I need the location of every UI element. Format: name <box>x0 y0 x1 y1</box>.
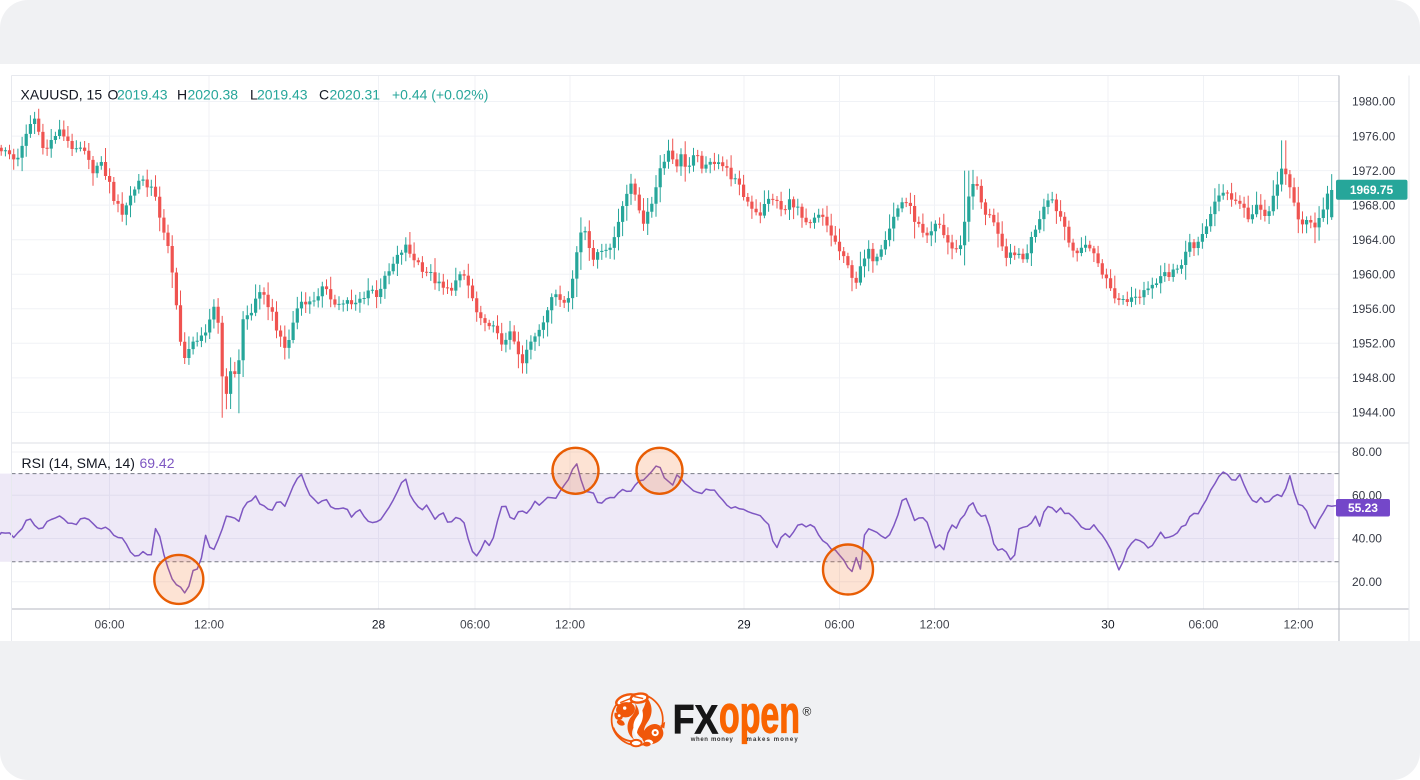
svg-text:69.42: 69.42 <box>140 454 175 470</box>
svg-text:12:00: 12:00 <box>1283 617 1313 631</box>
svg-text:XAUUSD, 15: XAUUSD, 15 <box>21 86 103 102</box>
svg-text:2020.31: 2020.31 <box>330 86 381 102</box>
svg-text:20.00: 20.00 <box>1352 574 1382 588</box>
svg-text:®: ® <box>803 705 812 719</box>
svg-text:06:00: 06:00 <box>824 617 854 631</box>
svg-text:55.23: 55.23 <box>1348 501 1378 515</box>
svg-text:06:00: 06:00 <box>95 617 125 631</box>
svg-text:L: L <box>250 86 258 102</box>
svg-text:2019.43: 2019.43 <box>117 86 168 102</box>
svg-text:29: 29 <box>737 617 751 631</box>
svg-text:40.00: 40.00 <box>1352 531 1382 545</box>
svg-text:when money: when money <box>690 737 734 743</box>
svg-text:12:00: 12:00 <box>194 617 224 631</box>
svg-text:1976.00: 1976.00 <box>1352 129 1396 143</box>
svg-text:H: H <box>177 86 187 102</box>
svg-text:1968.00: 1968.00 <box>1352 198 1396 212</box>
svg-text:open: open <box>719 686 800 745</box>
svg-text:FX: FX <box>673 697 719 743</box>
svg-text:1952.00: 1952.00 <box>1352 336 1396 350</box>
svg-text:1972.00: 1972.00 <box>1352 163 1396 177</box>
svg-text:RSI (14, SMA, 14): RSI (14, SMA, 14) <box>22 454 135 470</box>
svg-text:makes money: makes money <box>747 737 799 743</box>
svg-text:C: C <box>319 86 329 102</box>
svg-text:06:00: 06:00 <box>460 617 490 631</box>
svg-text:30: 30 <box>1101 617 1115 631</box>
svg-text:1956.00: 1956.00 <box>1352 301 1396 315</box>
svg-text:12:00: 12:00 <box>555 617 585 631</box>
svg-text:2020.38: 2020.38 <box>188 86 239 102</box>
svg-text:1969.75: 1969.75 <box>1350 183 1394 197</box>
svg-text:06:00: 06:00 <box>1188 617 1218 631</box>
svg-text:1944.00: 1944.00 <box>1352 405 1396 419</box>
svg-text:28: 28 <box>372 617 386 631</box>
svg-text:2019.43: 2019.43 <box>257 86 308 102</box>
svg-text:1964.00: 1964.00 <box>1352 232 1396 246</box>
svg-text:O: O <box>108 86 119 102</box>
svg-text:1948.00: 1948.00 <box>1352 371 1396 385</box>
svg-text:+0.44 (+0.02%): +0.44 (+0.02%) <box>392 86 488 102</box>
svg-text:12:00: 12:00 <box>919 617 949 631</box>
svg-text:1980.00: 1980.00 <box>1352 94 1396 108</box>
svg-text:80.00: 80.00 <box>1352 445 1382 459</box>
svg-text:1960.00: 1960.00 <box>1352 267 1396 281</box>
